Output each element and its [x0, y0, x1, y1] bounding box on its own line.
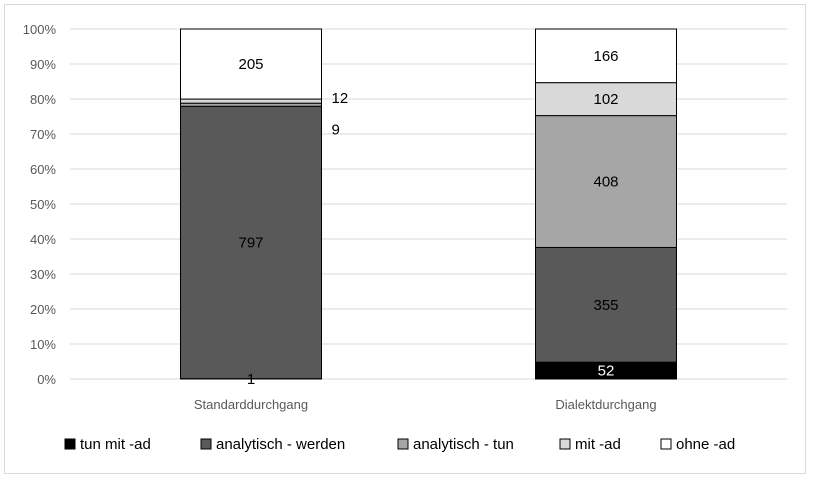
y-tick-label: 80%: [30, 92, 56, 107]
data-label: 205: [238, 56, 263, 73]
legend-item: mit -ad: [559, 436, 621, 453]
legend-item: analytisch - werden: [200, 436, 345, 453]
y-tick-label: 60%: [30, 162, 56, 177]
y-tick-label: 0%: [37, 372, 56, 387]
legend-label: mit -ad: [575, 436, 621, 453]
chart-frame: 0% 10% 20% 30% 40% 50% 60% 70% 80% 90% 100% 1 797 9 1…: [4, 4, 806, 474]
y-axis: 0% 10% 20% 30% 40% 50% 60% 70% 80% 90% 100%: [23, 22, 57, 387]
bar-segment: [180, 28, 322, 100]
data-label: 408: [593, 174, 618, 191]
legend-swatch: [660, 438, 672, 450]
y-tick-label: 100%: [23, 22, 57, 37]
y-tick-label: 10%: [30, 337, 56, 352]
bars: [180, 28, 677, 380]
data-labels: 1 797 9 12 205 52 355 408 102 166: [238, 48, 618, 388]
bar-segment: [180, 98, 322, 104]
legend-item: tun mit -ad: [64, 436, 151, 453]
stacked-bar-chart: 0%10%20%30%40%50%60%70%80%90%100% 179791…: [23, 22, 787, 453]
legend-label: tun mit -ad: [80, 436, 151, 453]
data-label: 166: [593, 48, 618, 65]
legend-swatch: [559, 438, 571, 450]
bar-segment: [535, 246, 677, 363]
legend-swatch: [200, 438, 212, 450]
data-label: 52: [598, 363, 615, 380]
bar-segment: [535, 115, 677, 248]
legend-label: ohne -ad: [676, 436, 735, 453]
legend-label: analytisch - werden: [216, 436, 345, 453]
data-label: 12: [332, 90, 349, 107]
legend-item: ohne -ad: [660, 436, 735, 453]
y-tick-label: 50%: [30, 197, 56, 212]
data-label: 9: [332, 122, 340, 139]
y-tick-label: 90%: [30, 57, 56, 72]
legend-item: analytisch - tun: [397, 436, 514, 453]
x-axis-categories: Standarddurchgang Dialektdurchgang: [194, 397, 657, 412]
y-tick-label: 30%: [30, 267, 56, 282]
legend: tun mit -ad analytisch - werden analytisch…: [64, 436, 735, 453]
legend-swatch: [397, 438, 409, 450]
data-label: 355: [593, 297, 618, 314]
bar-segment: [535, 28, 677, 84]
data-label: 797: [238, 234, 263, 251]
y-tick-label: 20%: [30, 302, 56, 317]
bar-segment: [535, 82, 677, 117]
gridlines: [70, 28, 787, 380]
data-label: 1: [247, 371, 255, 388]
x-category-label: Standarddurchgang: [194, 397, 308, 412]
legend-swatch: [64, 438, 76, 450]
data-label: 102: [593, 91, 618, 108]
x-category-label: Dialektdurchgang: [555, 397, 656, 412]
y-tick-label: 40%: [30, 232, 56, 247]
legend-label: analytisch - tun: [413, 436, 514, 453]
bar-segment: [180, 105, 322, 380]
y-tick-label: 70%: [30, 127, 56, 142]
